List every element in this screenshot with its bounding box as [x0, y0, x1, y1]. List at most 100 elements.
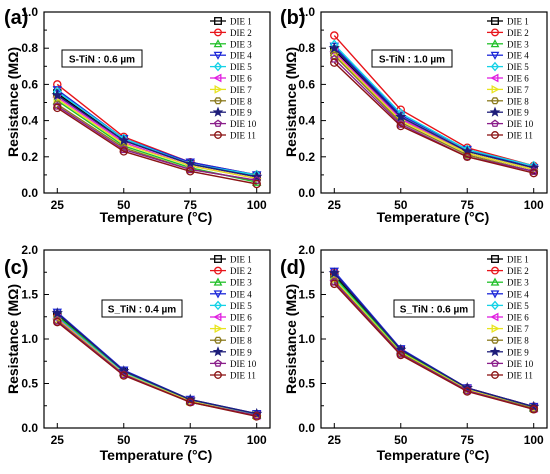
series-line: [56, 91, 257, 176]
x-axis-label: Temperature (°C): [377, 447, 490, 463]
annotation-text: S_TiN : 0.6 µm: [400, 305, 468, 316]
data-point: [329, 51, 339, 60]
annotation-text: S-TiN : 0.6 µm: [69, 55, 135, 66]
data-point: [119, 145, 128, 154]
series-line: [333, 44, 534, 167]
legend-entry: DIE 2: [507, 28, 529, 38]
y-tick-label: 0.5: [21, 377, 38, 391]
legend-marker: [214, 255, 222, 263]
data-point: [330, 277, 339, 286]
legend-entry: DIE 2: [230, 28, 252, 38]
legend-marker: [490, 277, 500, 286]
legend-marker: [490, 336, 500, 344]
y-tick-label: 1.0: [298, 332, 315, 346]
legend-entry: DIE 2: [507, 266, 529, 276]
legend-marker: [491, 131, 499, 139]
legend-entry: DIE 6: [507, 313, 529, 323]
y-tick-label: 0.0: [21, 186, 38, 200]
series-line: [333, 276, 534, 409]
x-tick-label: 75: [461, 433, 475, 447]
x-tick-label: 100: [524, 198, 544, 212]
x-tick-label: 25: [51, 198, 65, 212]
legend-marker: [490, 97, 500, 105]
data-point: [462, 152, 472, 162]
legend-entry: DIE 11: [230, 371, 256, 381]
legend-marker: [214, 28, 222, 37]
legend-entry: DIE 7: [230, 85, 252, 95]
x-tick-label: 100: [524, 433, 544, 447]
legend-entry: DIE 7: [507, 85, 529, 95]
series-line: [333, 58, 534, 172]
y-tick-label: 0.4: [21, 114, 38, 128]
legend-entry: DIE 5: [507, 62, 529, 72]
legend-entry: DIE 1: [507, 255, 529, 265]
legend-marker: [213, 97, 223, 105]
legend-marker: [490, 39, 500, 48]
legend-marker: [491, 85, 500, 94]
legend-marker: [491, 359, 499, 367]
series-line: [56, 89, 257, 176]
data-point: [53, 101, 62, 110]
annotation-text: S-TiN : 1.0 µm: [379, 55, 445, 66]
data-point: [119, 147, 129, 156]
data-point: [51, 307, 63, 318]
x-tick-label: 75: [461, 198, 475, 212]
data-point: [529, 405, 538, 414]
legend-marker: [490, 51, 500, 60]
y-axis-label: Resistance (MΩ): [283, 284, 299, 394]
legend-marker: [212, 346, 224, 357]
legend-entry: DIE 4: [230, 289, 252, 299]
legend-marker: [490, 312, 499, 322]
legend-marker: [491, 28, 499, 37]
legend-entry: DIE 5: [507, 301, 529, 311]
series-line: [333, 272, 534, 408]
legend-entry: DIE 8: [230, 336, 252, 346]
legend-entry: DIE 3: [230, 278, 252, 288]
data-point: [395, 111, 407, 122]
legend-marker: [213, 39, 223, 48]
x-tick-label: 100: [247, 198, 267, 212]
y-tick-label: 2.0: [21, 243, 38, 257]
legend-entry: DIE 8: [507, 336, 529, 346]
y-tick-label: 0.5: [298, 377, 315, 391]
series-line: [333, 53, 534, 171]
legend-entry: DIE 1: [230, 255, 252, 265]
legend-marker: [212, 106, 224, 117]
legend-marker: [213, 336, 223, 344]
chart-panel-4: (d) 25 50 75 100 0.0 0.5 1.0 1.5 2.0 Temperature (…: [280, 243, 548, 463]
legend-marker: [214, 17, 222, 25]
legend-entry: DIE 5: [230, 301, 252, 311]
y-tick-label: 0.8: [21, 41, 38, 55]
y-tick-label: 0.4: [298, 114, 315, 128]
legend-entry: DIE 3: [507, 278, 529, 288]
legend-entry: DIE 6: [230, 313, 252, 323]
y-tick-label: 0.6: [298, 77, 315, 91]
legend-entry: DIE 4: [507, 289, 529, 299]
legend-entry: DIE 5: [230, 62, 252, 72]
series-line: [56, 98, 257, 180]
legend-entry: DIE 7: [230, 324, 252, 334]
legend-entry: DIE 4: [230, 51, 252, 61]
y-tick-label: 0.6: [21, 77, 38, 91]
y-tick-label: 1.5: [298, 288, 315, 302]
legend-entry: DIE 10: [507, 359, 534, 369]
data-point: [330, 54, 339, 63]
x-tick-label: 75: [184, 198, 198, 212]
data-point: [529, 168, 538, 178]
legend-entry: DIE 9: [507, 347, 529, 357]
panel-label: (a): [4, 7, 28, 29]
legend-marker: [213, 277, 223, 286]
y-tick-label: 2.0: [298, 243, 315, 257]
legend-entry: DIE 11: [507, 371, 533, 381]
series-line: [333, 45, 534, 169]
series-die-11: [53, 317, 261, 421]
legend-entry: DIE 6: [507, 74, 529, 84]
legend-entry: DIE 3: [230, 39, 252, 49]
legend-entry: DIE 9: [230, 347, 252, 357]
chart-panel-2: (b) 25 50 75 100 0.0 0.2 0.4 0.6 0.8 1.0 Temperatur…: [280, 5, 548, 225]
legend-marker: [213, 300, 223, 311]
legend-marker: [214, 85, 223, 94]
panel-label: (b): [280, 7, 306, 29]
